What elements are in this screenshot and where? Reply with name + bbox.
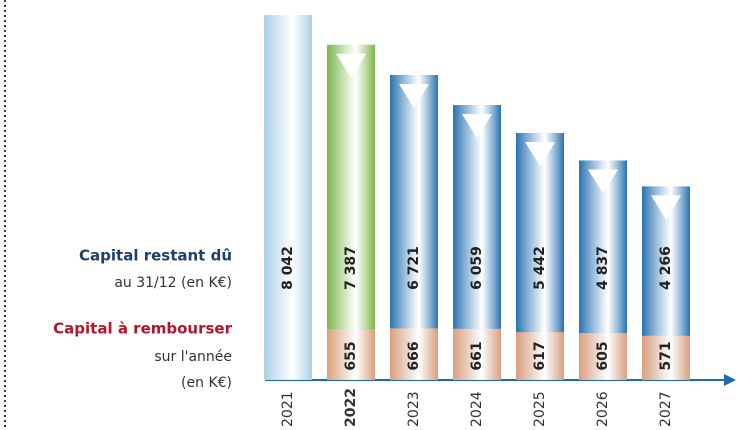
legend-subtitle: sur l'année <box>154 349 232 365</box>
value-label: 6 059 <box>469 246 485 290</box>
legend-subtitle: au 31/12 (en K€) <box>114 275 232 291</box>
value-label: 617 <box>532 341 548 370</box>
value-label: 666 <box>406 341 422 370</box>
bar-segment <box>327 329 375 380</box>
value-label: 571 <box>658 341 674 370</box>
value-label: 6 721 <box>406 246 422 290</box>
bar-segment <box>516 332 564 380</box>
bar <box>264 15 312 380</box>
bar-segment <box>579 333 627 380</box>
x-tick-label: 2027 <box>658 391 674 427</box>
x-tick-label: 2026 <box>595 391 611 427</box>
down-triangle <box>525 142 555 167</box>
down-triangle <box>651 195 681 220</box>
legend-subtitle: (en K€) <box>181 375 232 391</box>
value-label: 4 837 <box>595 246 611 290</box>
value-label: 655 <box>343 341 359 370</box>
value-label: 5 442 <box>532 246 548 290</box>
bar-segment <box>453 328 501 380</box>
legend-title: Capital à rembourser <box>53 320 232 338</box>
down-triangle <box>588 169 618 194</box>
bar <box>327 44 375 380</box>
value-label: 4 266 <box>658 246 674 290</box>
bar-segment <box>390 328 438 380</box>
axis-arrow <box>724 374 736 386</box>
value-label: 7 387 <box>343 246 359 290</box>
value-label: 661 <box>469 341 485 370</box>
down-triangle <box>399 83 429 108</box>
x-tick-label: 2023 <box>406 391 422 427</box>
value-label: 605 <box>595 341 611 370</box>
down-triangle <box>336 53 366 78</box>
bar-segment <box>642 335 690 380</box>
x-tick-label: 2025 <box>532 391 548 427</box>
x-tick-label: 2024 <box>469 391 485 427</box>
legend-title: Capital restant dû <box>79 247 232 265</box>
value-label: 8 042 <box>280 246 296 290</box>
x-tick-label: 2021 <box>280 391 296 427</box>
down-triangle <box>462 114 492 139</box>
x-tick-label: 2022 <box>343 388 359 427</box>
